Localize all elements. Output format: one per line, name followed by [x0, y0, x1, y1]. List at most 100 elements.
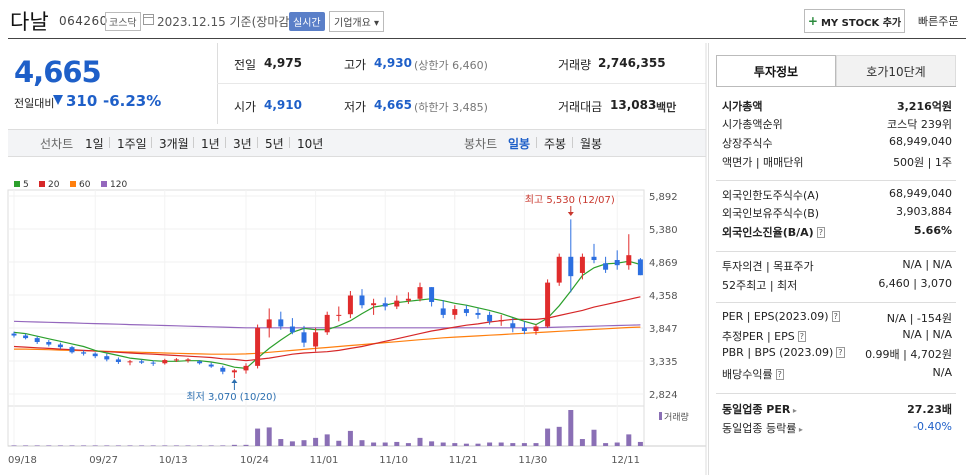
info-row: 시가총액순위 코스닥 239위 [722, 116, 952, 132]
header-divider [8, 38, 966, 39]
info-value: 코스닥 239위 [887, 118, 952, 131]
quote-row-divider [217, 83, 706, 84]
volume-bar [127, 445, 133, 446]
info-key: 외국인보유주식수(B) [722, 207, 820, 220]
add-mystock-button[interactable]: + MY STOCK 추가 [804, 9, 905, 33]
tab-orderbook[interactable]: 호가10단계 [836, 55, 956, 87]
prev-close-label: 전일 [234, 58, 257, 72]
legend-swatch [70, 181, 76, 187]
candle-body [278, 319, 284, 327]
volume-bar [104, 445, 110, 446]
max-arrow-icon [567, 212, 574, 216]
candle-body [11, 333, 17, 336]
x-tick-label: 09/27 [89, 455, 118, 466]
volume-bar [46, 445, 52, 446]
candle-body [498, 320, 504, 322]
candle-body [347, 295, 353, 315]
realtime-button[interactable]: 실시간 [289, 12, 325, 31]
volume-value: 2,746,355 [598, 56, 666, 70]
x-tick-label: 11/21 [449, 455, 478, 466]
volume-bar [475, 443, 481, 446]
help-icon[interactable]: ? [831, 311, 840, 322]
plus-icon: + [807, 14, 818, 28]
candle-body [637, 259, 643, 276]
tab-weekly[interactable]: 주봉 [544, 137, 567, 151]
tab-3m[interactable]: 3개월 [159, 137, 189, 151]
quick-order-link[interactable]: 빠른주문 [918, 15, 959, 28]
help-icon[interactable]: ? [836, 347, 845, 358]
help-icon[interactable]: ? [816, 227, 825, 238]
volume-bar [382, 442, 388, 446]
candle-body [81, 352, 87, 354]
candle-body [440, 308, 446, 315]
tab-1y[interactable]: 1년 [201, 137, 220, 151]
volume-bar [510, 443, 516, 446]
volume-bar [34, 445, 40, 446]
candle-body [603, 263, 609, 270]
base-date: 2023.12.15 기준(장마감) [157, 15, 295, 29]
info-divider [716, 180, 956, 181]
info-value: 0.99배 | 4,702원 [865, 348, 952, 361]
tab-5y[interactable]: 5년 [265, 137, 284, 151]
info-value: 5.66% [913, 224, 952, 237]
stock-chart[interactable]: 5,892 5,380 4,869 4,358 3,847 3,335 2,824 09/18… [0, 0, 710, 475]
price-change-pct: -6.23% [103, 92, 162, 110]
upper-limit: (상한가 6,460) [414, 59, 488, 72]
candle-body [382, 303, 388, 307]
volume-bar [487, 442, 493, 446]
company-overview-dropdown[interactable]: 기업개요 ▾ [329, 11, 384, 32]
volume-bar [359, 440, 365, 446]
change-label: 전일대비 [14, 97, 55, 110]
high-label: 고가 [344, 58, 367, 72]
volume-bar [614, 442, 620, 446]
info-key: 동일업종 PER [722, 403, 791, 416]
y-tick-label: 5,892 [649, 192, 678, 203]
tab-10y[interactable]: 10년 [297, 137, 324, 151]
candle-body [150, 362, 156, 364]
line-chart-label: 선차트 [40, 137, 74, 151]
volume-bar [545, 428, 551, 446]
chevron-right-icon[interactable]: ▸ [790, 406, 797, 415]
volume-bar [197, 445, 203, 446]
tab-daily[interactable]: 일봉 [508, 137, 531, 151]
candle-body [556, 256, 562, 283]
volume-bar [521, 443, 527, 446]
info-row: 추정PER | EPS? N/A | N/A [722, 328, 952, 344]
candle-body [487, 314, 493, 322]
chevron-right-icon[interactable]: ▸ [796, 425, 803, 434]
tab-investment-info[interactable]: 투자정보 [716, 55, 836, 87]
info-divider [716, 393, 956, 394]
volume-label: 거래량 [558, 58, 592, 72]
tab-separator [225, 137, 226, 148]
help-icon[interactable]: ? [797, 331, 806, 342]
candle-body [289, 326, 295, 333]
info-row: 투자의견 | 목표주가 N/A | N/A [722, 258, 952, 274]
open-value: 4,910 [264, 98, 302, 112]
candle-body [324, 314, 330, 333]
candle-body [197, 361, 203, 364]
chart-tab-bar [8, 129, 706, 157]
price-change: 310 [66, 92, 98, 110]
info-key: 외국인소진율(B/A) [722, 226, 814, 239]
tab-1d[interactable]: 1일 [85, 137, 104, 151]
volume-bar [626, 434, 632, 446]
candle-body [533, 326, 539, 332]
tab-monthly[interactable]: 월봉 [580, 137, 603, 151]
y-tick-label: 5,380 [649, 225, 678, 236]
info-panel [708, 43, 966, 475]
candle-body [463, 309, 469, 313]
volume-bar [498, 442, 504, 446]
volume-bar [11, 445, 17, 446]
help-icon[interactable]: ? [775, 369, 784, 380]
max-price-label: 최고 5,530 (12/07) [525, 194, 615, 206]
info-key: 상장주식수 [722, 137, 773, 150]
info-value: 3,216억원 [896, 100, 952, 113]
volume-bar [591, 429, 597, 446]
candle-body [626, 255, 632, 266]
tab-1w[interactable]: 1주일 [117, 137, 147, 151]
tab-3y[interactable]: 3년 [233, 137, 252, 151]
volume-bar [92, 445, 98, 446]
info-row: 동일업종 PER ▸ 27.23배 [722, 401, 952, 417]
candle-body [452, 309, 458, 315]
volume-bar [173, 445, 179, 446]
